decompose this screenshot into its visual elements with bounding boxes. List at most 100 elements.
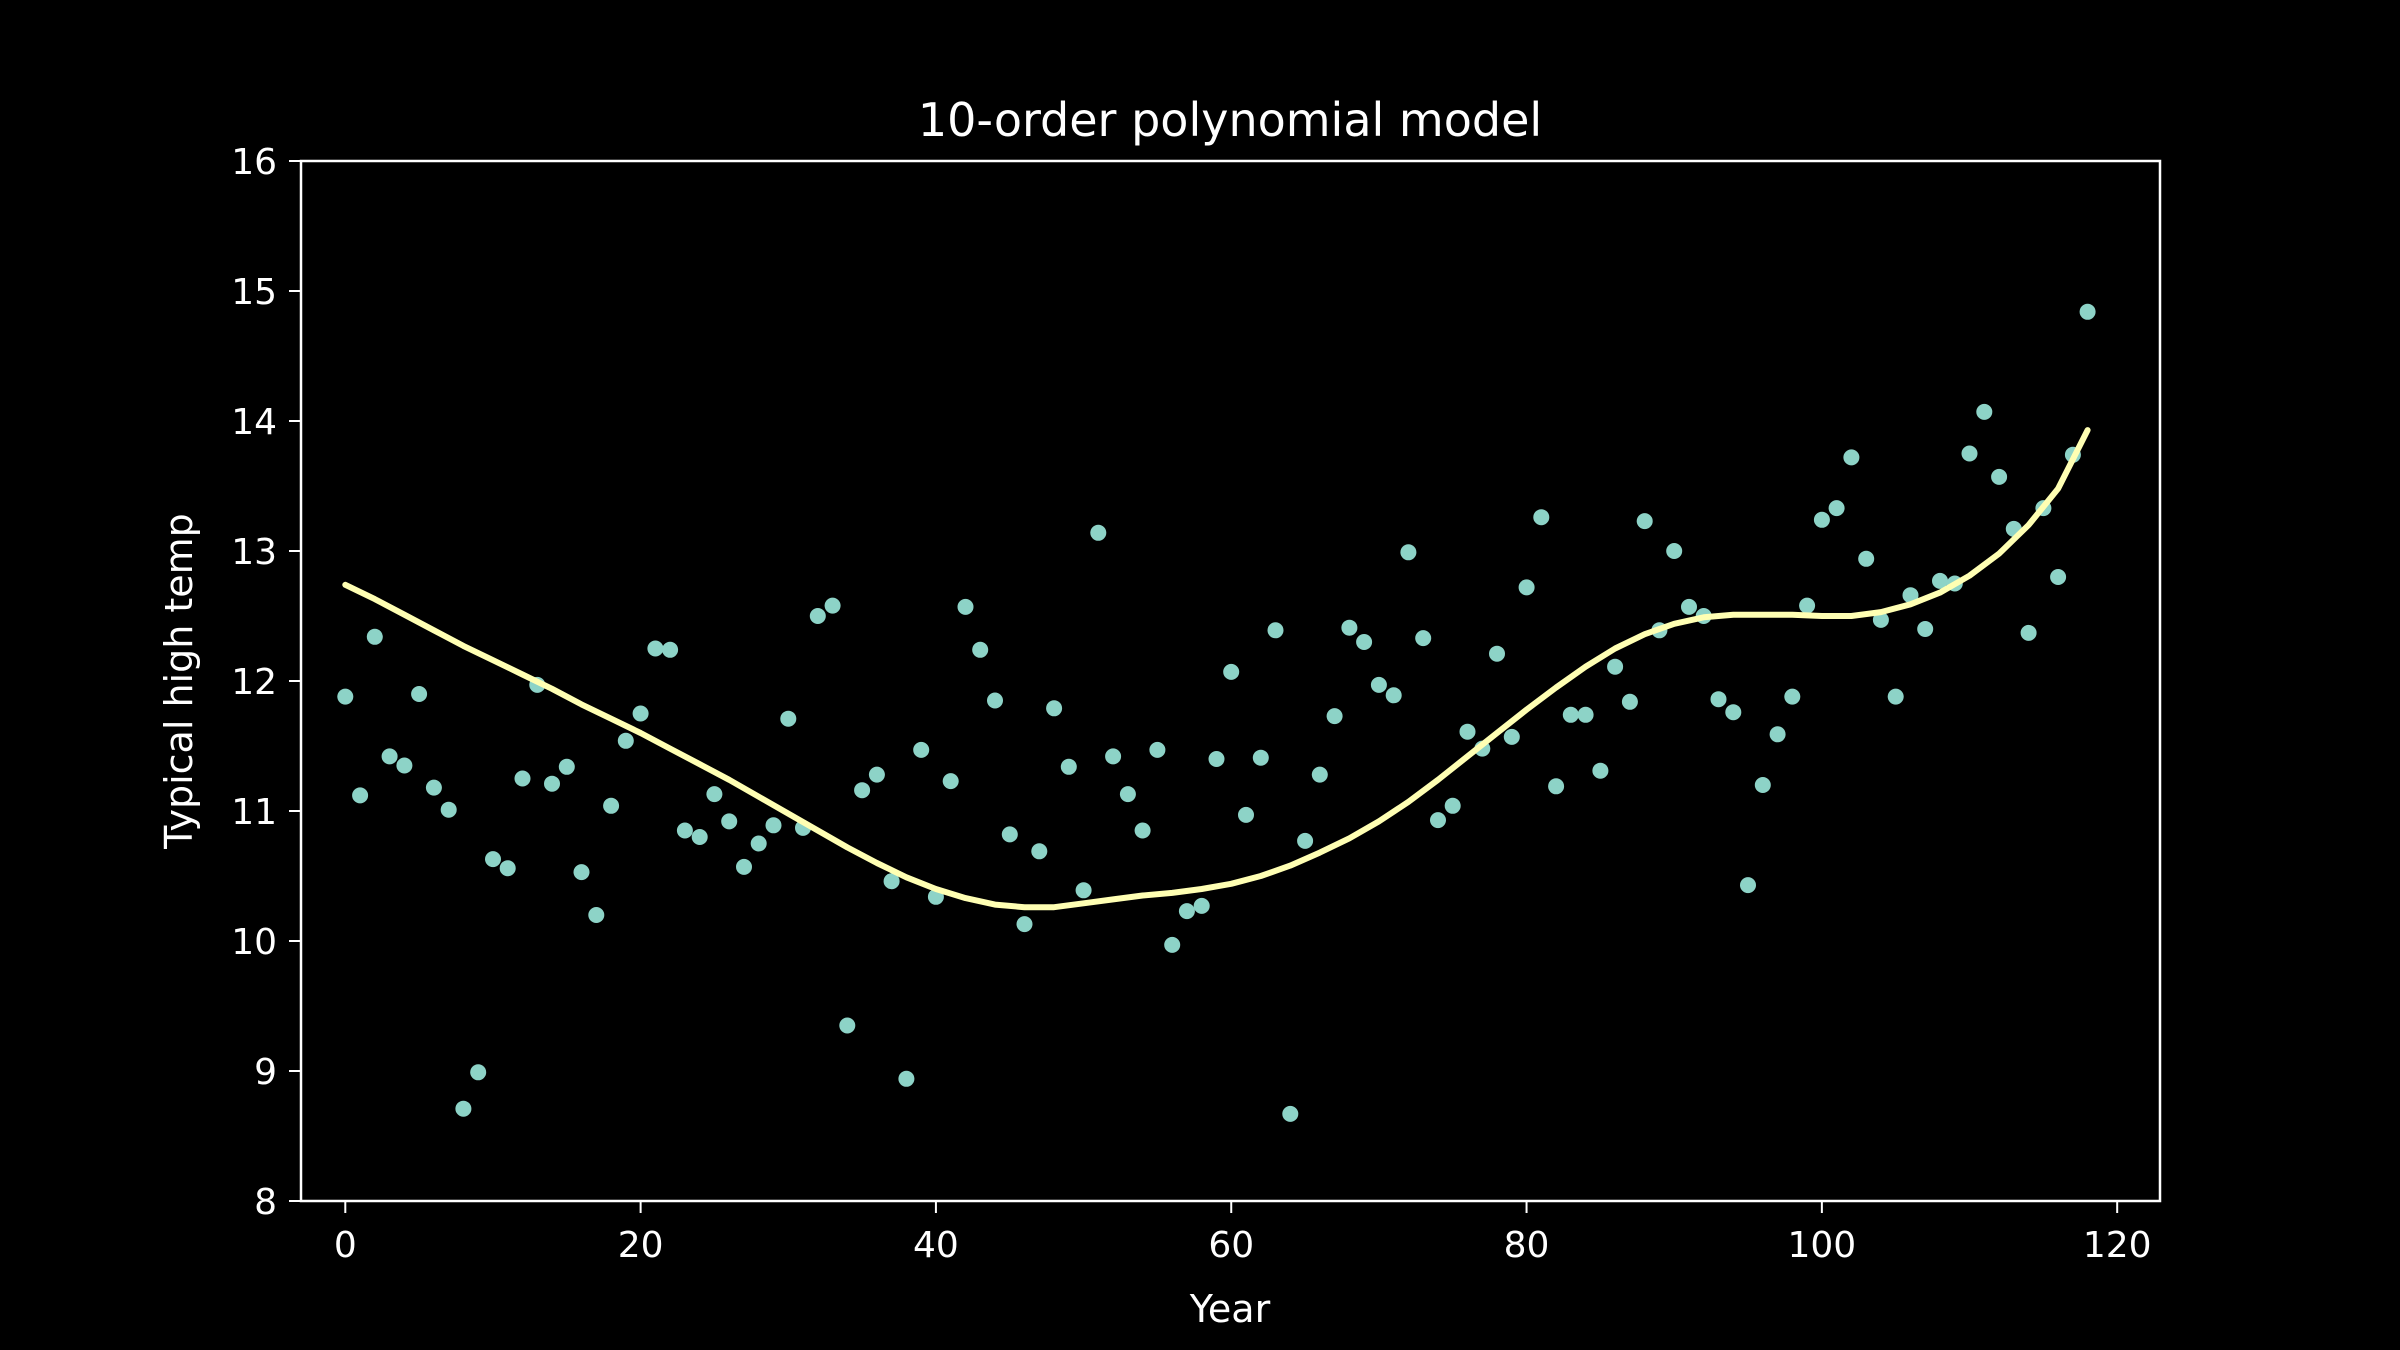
data-point bbox=[1503, 728, 1520, 745]
data-point bbox=[1326, 708, 1343, 725]
data-point bbox=[411, 686, 428, 702]
x-tick-label: 120 bbox=[2083, 1225, 2152, 1266]
data-point bbox=[470, 1064, 487, 1081]
data-point bbox=[396, 757, 413, 774]
data-point bbox=[514, 770, 531, 787]
data-point bbox=[1105, 748, 1122, 765]
data-point bbox=[2020, 624, 2037, 641]
data-point bbox=[1636, 513, 1653, 530]
data-point bbox=[1267, 622, 1284, 639]
data-point bbox=[1592, 762, 1609, 779]
data-point bbox=[942, 773, 959, 790]
data-point bbox=[1164, 936, 1181, 953]
data-point bbox=[1562, 706, 1579, 723]
data-point bbox=[485, 851, 501, 868]
x-tick-label: 100 bbox=[1788, 1225, 1857, 1266]
data-point bbox=[1238, 806, 1254, 823]
data-point bbox=[1252, 749, 1269, 766]
y-axis: 8 9 10 11 12 13 14 15 16 bbox=[231, 142, 301, 1223]
data-point bbox=[1400, 544, 1417, 561]
data-point bbox=[1459, 723, 1476, 740]
data-point bbox=[1518, 579, 1535, 596]
plot-frame bbox=[299, 159, 2162, 1203]
data-point bbox=[662, 641, 679, 658]
y-tick-label: 14 bbox=[231, 402, 277, 443]
x-tick-label: 80 bbox=[1504, 1225, 1550, 1266]
data-point bbox=[1681, 598, 1697, 615]
y-tick-label: 11 bbox=[231, 792, 277, 833]
x-tick-label: 0 bbox=[334, 1225, 357, 1266]
data-point bbox=[647, 640, 664, 657]
data-point bbox=[765, 817, 782, 834]
data-point bbox=[839, 1017, 856, 1034]
data-point bbox=[721, 813, 738, 830]
data-point bbox=[1223, 663, 1240, 680]
data-point bbox=[1754, 777, 1771, 793]
data-point bbox=[1356, 634, 1373, 650]
y-tick-label: 8 bbox=[254, 1182, 277, 1223]
data-point bbox=[1311, 766, 1328, 783]
x-tick-label: 40 bbox=[913, 1225, 959, 1266]
x-axis-label: Year bbox=[1189, 1287, 1271, 1331]
data-point bbox=[455, 1100, 472, 1117]
y-tick-label: 9 bbox=[254, 1052, 277, 1093]
data-point bbox=[366, 628, 383, 645]
data-point bbox=[425, 779, 442, 796]
data-point bbox=[1430, 812, 1446, 829]
data-point bbox=[1208, 751, 1225, 767]
data-point bbox=[691, 829, 708, 845]
data-point bbox=[736, 858, 752, 875]
data-point bbox=[780, 710, 797, 727]
data-point bbox=[1046, 700, 1063, 717]
data-point bbox=[868, 766, 885, 783]
data-point bbox=[1784, 688, 1801, 705]
data-point bbox=[1090, 524, 1107, 541]
data-point bbox=[1149, 741, 1166, 758]
x-axis: 0 20 40 60 80 100 120 bbox=[334, 1201, 2152, 1266]
y-axis-label: Typical high temp bbox=[157, 513, 201, 850]
data-point bbox=[1178, 903, 1195, 920]
data-point bbox=[1385, 687, 1402, 704]
data-point bbox=[1858, 550, 1875, 567]
data-point bbox=[337, 688, 354, 705]
data-point bbox=[352, 787, 369, 804]
y-tick-label: 16 bbox=[231, 142, 277, 183]
data-point bbox=[1813, 511, 1830, 528]
data-point bbox=[913, 741, 930, 758]
data-point bbox=[1031, 843, 1048, 860]
x-tick-label: 20 bbox=[618, 1225, 664, 1266]
data-point bbox=[1828, 500, 1845, 517]
data-point bbox=[706, 786, 723, 803]
data-point bbox=[1887, 688, 1904, 705]
data-point bbox=[558, 758, 575, 775]
data-point bbox=[1060, 758, 1077, 775]
data-point bbox=[1976, 403, 1993, 420]
data-point bbox=[1843, 449, 1860, 466]
data-point bbox=[617, 732, 634, 749]
data-point bbox=[603, 797, 620, 814]
data-point bbox=[1991, 468, 2008, 485]
data-point bbox=[1932, 572, 1948, 589]
data-point bbox=[1961, 445, 1978, 462]
data-point bbox=[1799, 597, 1816, 614]
y-tick-label: 13 bbox=[231, 532, 277, 573]
data-point bbox=[381, 748, 398, 765]
data-point bbox=[588, 907, 605, 923]
data-point bbox=[1134, 822, 1151, 839]
data-point bbox=[1075, 882, 1092, 899]
y-tick-label: 15 bbox=[231, 272, 277, 313]
data-point bbox=[854, 782, 871, 799]
chart-title: 10-order polynomial model bbox=[918, 93, 1542, 147]
data-point bbox=[1341, 619, 1358, 636]
y-tick-label: 10 bbox=[231, 922, 277, 963]
data-point bbox=[1444, 797, 1461, 814]
data-point bbox=[1917, 621, 1934, 637]
data-point bbox=[632, 705, 649, 722]
data-point bbox=[1740, 877, 1756, 894]
data-point bbox=[573, 864, 590, 881]
data-point bbox=[824, 597, 841, 614]
data-point bbox=[898, 1070, 915, 1087]
data-point bbox=[544, 775, 560, 792]
